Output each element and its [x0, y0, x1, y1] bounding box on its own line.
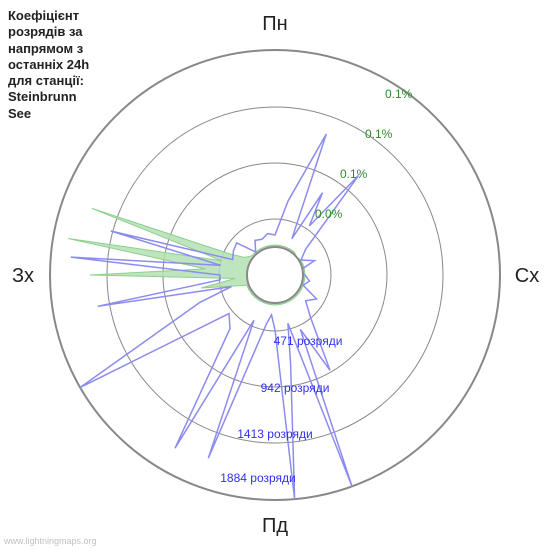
- cardinal-label: Сх: [515, 265, 539, 287]
- percent-label: 0.1%: [365, 127, 393, 141]
- discharge-label: 1413 розряди: [237, 427, 313, 441]
- percent-label: 0.1%: [340, 167, 368, 181]
- attribution-text: www.lightningmaps.org: [4, 536, 97, 546]
- discharge-label: 942 розряди: [261, 381, 330, 395]
- chart-title: Коефіцієнт розрядів за напрямом з останн…: [8, 8, 89, 122]
- cardinal-label: Пд: [262, 515, 288, 537]
- percent-label: 0.1%: [385, 87, 413, 101]
- discharge-label: 1884 розряди: [220, 471, 296, 485]
- cardinal-label: Пн: [262, 13, 287, 35]
- discharge-series: [71, 134, 359, 499]
- cardinal-label: Зх: [12, 265, 34, 287]
- discharge-label: 471 розряди: [274, 334, 343, 348]
- percent-label: 0.0%: [315, 207, 343, 221]
- center-hole: [247, 247, 303, 303]
